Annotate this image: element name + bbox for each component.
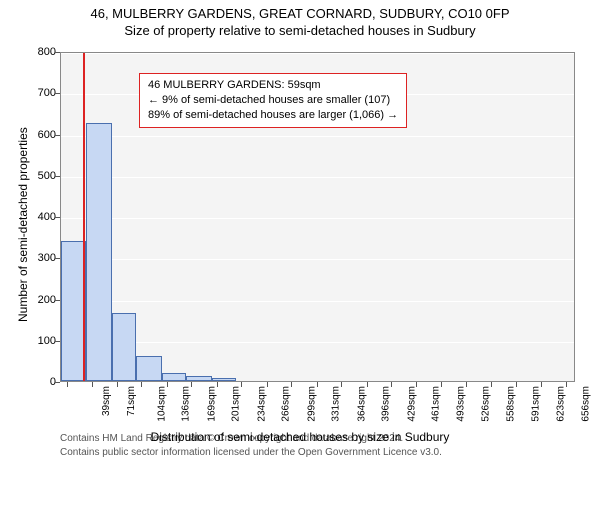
histogram-bar [86, 123, 111, 381]
y-tick-mark [55, 341, 60, 342]
x-tick-mark [441, 382, 442, 387]
y-tick-mark [55, 382, 60, 383]
chart-area: 46 MULBERRY GARDENS: 59sqm ← 9% of semi-… [0, 42, 600, 432]
x-tick-mark [291, 382, 292, 387]
x-tick-label: 266sqm [281, 386, 292, 422]
x-tick-label: 136sqm [181, 386, 192, 422]
y-tick-label: 0 [16, 376, 56, 388]
gridline [61, 177, 574, 178]
x-tick-mark [267, 382, 268, 387]
y-tick-mark [55, 300, 60, 301]
y-tick-mark [55, 135, 60, 136]
y-axis-label: Number of semi-detached properties [16, 127, 30, 322]
annotation-line-2: ← 9% of semi-detached houses are smaller… [148, 93, 398, 108]
x-tick-label: 396sqm [381, 386, 392, 422]
x-tick-label: 299sqm [306, 386, 317, 422]
x-tick-mark [141, 382, 142, 387]
x-tick-mark [241, 382, 242, 387]
x-tick-label: 461sqm [431, 386, 442, 422]
gridline [61, 53, 574, 54]
x-tick-label: 591sqm [531, 386, 542, 422]
y-tick-mark [55, 258, 60, 259]
x-tick-mark [516, 382, 517, 387]
x-tick-mark [117, 382, 118, 387]
x-axis-label: Distribution of semi-detached houses by … [0, 430, 600, 444]
y-tick-label: 800 [16, 46, 56, 58]
x-tick-label: 104sqm [156, 386, 167, 422]
x-tick-mark [191, 382, 192, 387]
histogram-bar [186, 376, 211, 381]
histogram-bar [162, 373, 187, 381]
chart-title-main: 46, MULBERRY GARDENS, GREAT CORNARD, SUD… [0, 6, 600, 21]
y-tick-mark [55, 52, 60, 53]
x-tick-label: 558sqm [505, 386, 516, 422]
reference-line [83, 53, 85, 381]
x-tick-mark [416, 382, 417, 387]
y-tick-mark [55, 93, 60, 94]
x-tick-label: 429sqm [406, 386, 417, 422]
x-tick-mark [167, 382, 168, 387]
x-tick-label: 234sqm [256, 386, 267, 422]
x-tick-mark [466, 382, 467, 387]
annotation-box: 46 MULBERRY GARDENS: 59sqm ← 9% of semi-… [139, 73, 407, 128]
x-tick-label: 39sqm [101, 386, 112, 416]
x-tick-mark [217, 382, 218, 387]
y-tick-label: 100 [16, 335, 56, 347]
x-tick-label: 201sqm [231, 386, 242, 422]
x-tick-label: 71sqm [126, 386, 137, 416]
x-tick-label: 493sqm [455, 386, 466, 422]
y-tick-mark [55, 176, 60, 177]
x-tick-mark [491, 382, 492, 387]
x-tick-mark [92, 382, 93, 387]
x-tick-label: 623sqm [555, 386, 566, 422]
y-tick-mark [55, 217, 60, 218]
x-tick-mark [566, 382, 567, 387]
chart-title-sub: Size of property relative to semi-detach… [0, 23, 600, 38]
y-tick-label: 700 [16, 87, 56, 99]
x-tick-mark [367, 382, 368, 387]
x-tick-mark [341, 382, 342, 387]
x-tick-mark [541, 382, 542, 387]
gridline [61, 136, 574, 137]
x-tick-mark [391, 382, 392, 387]
x-tick-label: 364sqm [356, 386, 367, 422]
annotation-line-1: 46 MULBERRY GARDENS: 59sqm [148, 78, 398, 93]
x-tick-label: 526sqm [481, 386, 492, 422]
x-tick-label: 169sqm [206, 386, 217, 422]
histogram-bar [112, 313, 137, 381]
gridline [61, 301, 574, 302]
histogram-bar [136, 356, 161, 381]
x-tick-label: 656sqm [581, 386, 592, 422]
x-tick-label: 331sqm [331, 386, 342, 422]
x-tick-mark [67, 382, 68, 387]
gridline [61, 342, 574, 343]
annotation-line-3: 89% of semi-detached houses are larger (… [148, 108, 398, 123]
gridline [61, 259, 574, 260]
footer-line-2: Contains public sector information licen… [60, 446, 580, 460]
plot-area: 46 MULBERRY GARDENS: 59sqm ← 9% of semi-… [60, 52, 575, 382]
x-tick-mark [317, 382, 318, 387]
histogram-bar [212, 378, 237, 381]
gridline [61, 218, 574, 219]
